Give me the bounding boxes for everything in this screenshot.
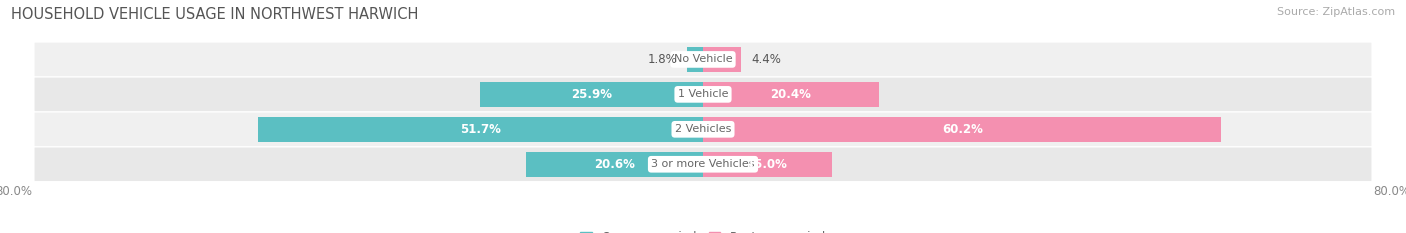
Bar [703, 82, 879, 107]
Bar [526, 152, 703, 177]
Text: 2 Vehicles: 2 Vehicles [675, 124, 731, 134]
Text: 3 or more Vehicles: 3 or more Vehicles [651, 159, 755, 169]
Text: HOUSEHOLD VEHICLE USAGE IN NORTHWEST HARWICH: HOUSEHOLD VEHICLE USAGE IN NORTHWEST HAR… [11, 7, 419, 22]
Bar [703, 117, 1222, 142]
Text: 20.4%: 20.4% [770, 88, 811, 101]
Text: 15.0%: 15.0% [747, 158, 787, 171]
Bar [703, 47, 741, 72]
Bar [257, 117, 703, 142]
Text: 60.2%: 60.2% [942, 123, 983, 136]
FancyBboxPatch shape [35, 147, 1371, 181]
Text: 1 Vehicle: 1 Vehicle [678, 89, 728, 99]
Text: 20.6%: 20.6% [593, 158, 634, 171]
FancyBboxPatch shape [35, 43, 1371, 76]
Text: No Vehicle: No Vehicle [673, 55, 733, 64]
FancyBboxPatch shape [35, 113, 1371, 146]
Text: 1.8%: 1.8% [647, 53, 678, 66]
Text: 25.9%: 25.9% [571, 88, 612, 101]
Bar [703, 152, 832, 177]
Bar [688, 47, 703, 72]
Text: Source: ZipAtlas.com: Source: ZipAtlas.com [1277, 7, 1395, 17]
Text: 51.7%: 51.7% [460, 123, 501, 136]
Bar [479, 82, 703, 107]
Legend: Owner-occupied, Renter-occupied: Owner-occupied, Renter-occupied [575, 226, 831, 233]
FancyBboxPatch shape [35, 78, 1371, 111]
Text: 4.4%: 4.4% [751, 53, 782, 66]
